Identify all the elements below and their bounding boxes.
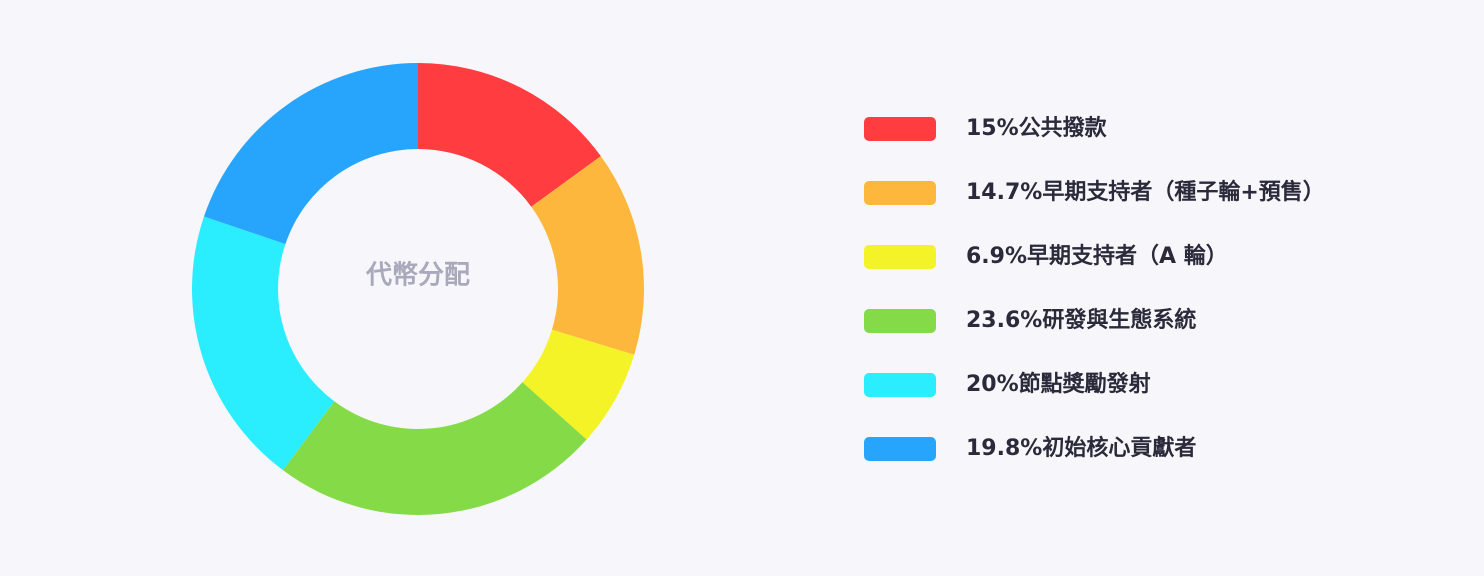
legend-swatch	[864, 309, 936, 333]
legend-item-2[interactable]: 14.7%早期支持者（種子輪+預售）	[864, 176, 1464, 240]
legend-item-3[interactable]: 6.9%早期支持者（A 輪）	[864, 240, 1464, 304]
legend-label: 6.9%早期支持者（A 輪）	[966, 244, 1228, 269]
donut-slice-4	[282, 382, 587, 515]
legend-label: 15%公共撥款	[966, 116, 1107, 141]
donut-slice-3	[522, 329, 635, 440]
legend-swatch	[864, 437, 936, 461]
legend-label: 20%節點獎勵發射	[966, 372, 1151, 397]
legend-label: 23.6%研發與生態系統	[966, 308, 1197, 333]
legend-swatch	[864, 181, 936, 205]
legend-item-6[interactable]: 19.8%初始核心貢獻者	[864, 432, 1464, 496]
donut-slices	[191, 63, 644, 515]
legend-item-5[interactable]: 20%節點獎勵發射	[864, 368, 1464, 432]
legend-swatch	[864, 373, 936, 397]
legend-item-1[interactable]: 15%公共撥款	[864, 112, 1464, 176]
donut-slice-6	[203, 63, 418, 245]
donut-slice-5	[191, 216, 335, 471]
legend-label: 14.7%早期支持者（種子輪+預售）	[966, 180, 1325, 205]
legend-swatch	[864, 245, 936, 269]
donut-chart: 代幣分配	[191, 63, 644, 515]
legend-label: 19.8%初始核心貢獻者	[966, 436, 1197, 461]
donut-slice-1	[418, 63, 601, 207]
legend-swatch	[864, 117, 936, 141]
chart-center-label: 代幣分配	[365, 261, 470, 291]
chart-legend: 15%公共撥款 14.7%早期支持者（種子輪+預售） 6.9%早期支持者（A 輪） 2…	[864, 112, 1464, 496]
donut-slice-2	[531, 156, 644, 355]
legend-item-4[interactable]: 23.6%研發與生態系統	[864, 304, 1464, 368]
